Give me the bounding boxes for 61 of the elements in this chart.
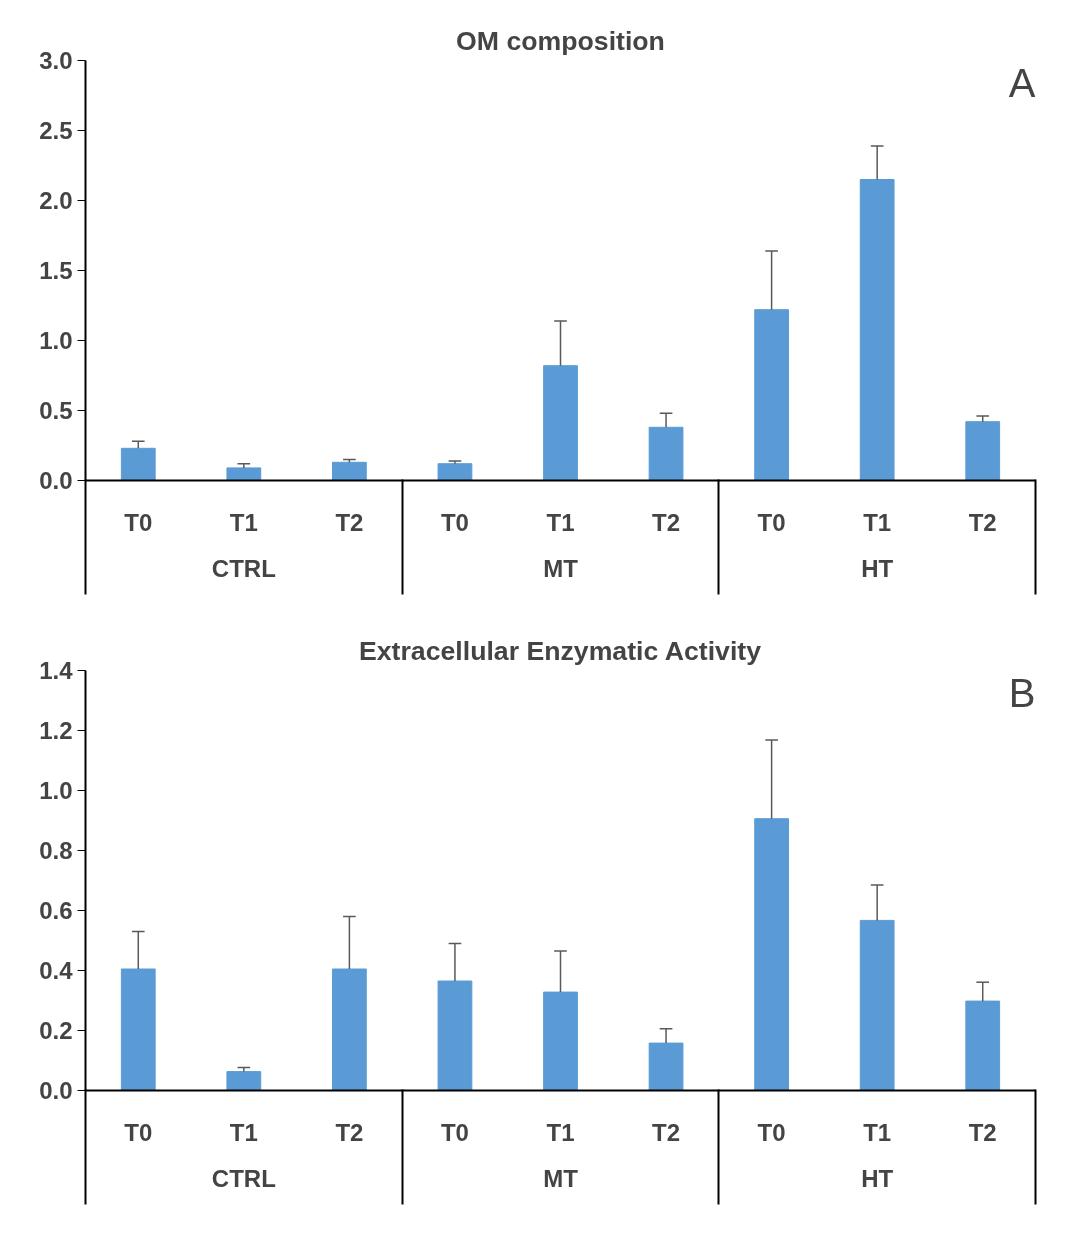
y-tick-label: 0.4	[39, 957, 74, 984]
x-tick-label: T2	[652, 1118, 681, 1146]
y-tick-label: 1.0	[39, 777, 73, 804]
bar	[859, 919, 895, 1091]
y-tick-label: 2.0	[39, 187, 73, 214]
x-tick-label: T0	[757, 508, 786, 536]
y-tick-label: 0.0	[39, 1077, 73, 1104]
y-tick-label: 0.5	[39, 397, 73, 424]
bar	[754, 309, 789, 481]
chart-title: Extracellular Enzymatic Activity	[359, 635, 762, 666]
text: MT	[543, 1164, 579, 1192]
y-tick-label: 0.0	[39, 467, 73, 494]
x-tick-label: T0	[440, 508, 469, 536]
y-tick-label: 0.6	[39, 897, 73, 924]
chart-title: OM composition	[456, 25, 665, 56]
x-tick-label: T2	[652, 508, 681, 536]
bar	[437, 463, 473, 481]
x-tick-label: T1	[863, 1118, 892, 1146]
bar	[859, 179, 895, 481]
bar	[648, 1042, 684, 1091]
y-tick-label: 1.5	[39, 257, 73, 284]
y-tick-label: 1.0	[39, 327, 73, 354]
y-tick-label: 0.8	[39, 837, 73, 864]
bar	[965, 1000, 1001, 1091]
x-tick-label: T1	[546, 508, 575, 536]
bar	[226, 467, 262, 481]
bar	[543, 365, 578, 481]
y-tick-label: 1.2	[39, 717, 73, 744]
x-tick-label: T1	[863, 508, 892, 536]
x-tick-label: T0	[124, 508, 153, 536]
x-tick-label: T2	[968, 508, 997, 536]
text: HT	[861, 1164, 894, 1192]
bar	[332, 968, 367, 1091]
text: HT	[861, 554, 894, 582]
bar	[226, 1071, 262, 1091]
text: CTRL	[211, 554, 276, 582]
text: MT	[543, 554, 579, 582]
y-tick-label: 0.2	[39, 1017, 73, 1044]
x-tick-label: T2	[968, 1118, 997, 1146]
annotation: A	[1008, 60, 1036, 105]
x-tick-label: T2	[335, 1118, 364, 1146]
annotation: B	[1008, 670, 1036, 715]
x-tick-label: T1	[229, 1118, 258, 1146]
bar	[120, 447, 156, 481]
bar	[754, 818, 789, 1091]
x-tick-label: T1	[546, 1118, 575, 1146]
y-tick-label: 1.4	[39, 657, 74, 684]
bar	[648, 426, 684, 481]
x-tick-label: T0	[440, 1118, 469, 1146]
x-tick-label: T2	[335, 508, 364, 536]
bar	[120, 968, 156, 1091]
x-tick-label: T0	[124, 1118, 153, 1146]
text: CTRL	[211, 1164, 276, 1192]
x-tick-label: T0	[757, 1118, 786, 1146]
y-tick-label: 2.5	[39, 117, 73, 144]
y-tick-label: 3.0	[39, 47, 73, 74]
bar	[543, 991, 578, 1091]
bar	[332, 461, 367, 481]
bar	[437, 980, 473, 1091]
bar	[965, 421, 1001, 481]
x-tick-label: T1	[229, 508, 258, 536]
